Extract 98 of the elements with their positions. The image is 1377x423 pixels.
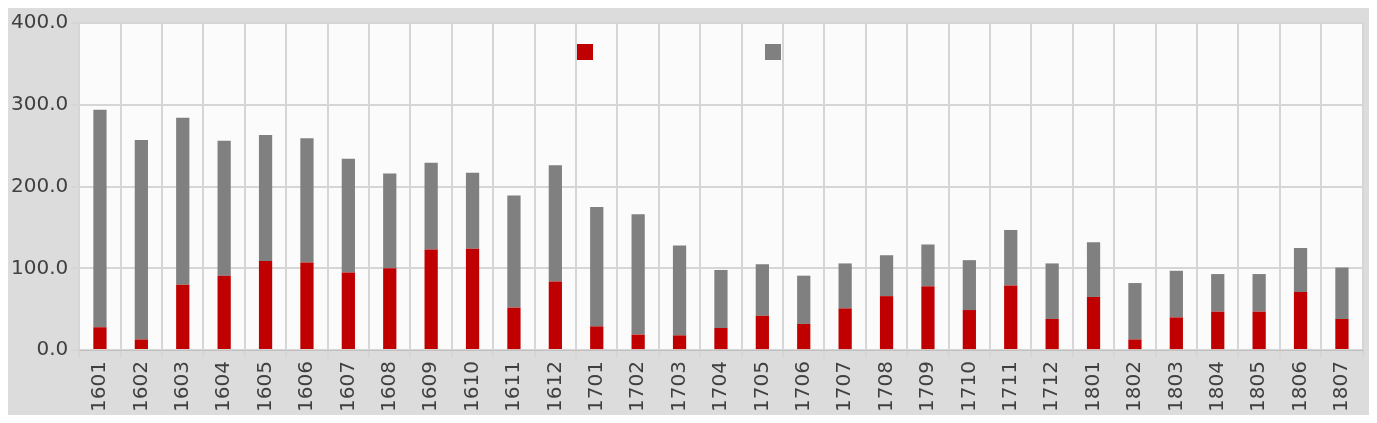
bar xyxy=(176,284,190,350)
bar xyxy=(134,339,148,350)
bar xyxy=(838,263,852,309)
bar xyxy=(217,140,231,276)
x-tick-label: 1609 xyxy=(417,361,442,413)
x-tick-label: 1608 xyxy=(375,361,400,413)
bar xyxy=(465,172,480,249)
bar xyxy=(631,334,645,350)
bar xyxy=(1128,339,1142,350)
x-tick-label: 1707 xyxy=(831,361,856,413)
x-tick-label: 1805 xyxy=(1245,361,1270,413)
bar xyxy=(921,286,935,350)
bar xyxy=(672,335,687,350)
bar xyxy=(1335,267,1349,320)
x-tick-label: 1807 xyxy=(1328,361,1353,413)
bar xyxy=(93,109,107,328)
x-tick-label: 1606 xyxy=(293,361,318,413)
x-tick-label: 1701 xyxy=(582,361,607,413)
bar xyxy=(424,249,438,350)
x-tick-label: 1704 xyxy=(707,361,732,413)
x-tick-label: 1708 xyxy=(872,361,897,413)
x-tick-label: 1703 xyxy=(665,361,690,413)
x-tick-label: 1803 xyxy=(1162,361,1187,413)
bar xyxy=(1045,319,1059,350)
bar xyxy=(341,158,355,273)
bar xyxy=(590,326,604,350)
y-tick-label: 200.0 xyxy=(10,172,69,197)
bar xyxy=(590,207,604,327)
bar xyxy=(1086,242,1101,297)
bar xyxy=(1293,247,1308,293)
x-tick-label: 1610 xyxy=(458,361,483,413)
bar xyxy=(300,138,314,263)
bar xyxy=(258,260,273,350)
bar xyxy=(341,272,355,350)
bar xyxy=(383,268,397,350)
bar xyxy=(631,214,645,335)
bar xyxy=(465,248,480,350)
bar xyxy=(714,269,728,329)
bar xyxy=(838,308,852,350)
x-tick-label: 1801 xyxy=(1079,361,1104,413)
bar xyxy=(1004,285,1018,350)
x-tick-label: 1706 xyxy=(789,361,814,413)
bar xyxy=(1252,311,1266,350)
bar xyxy=(755,315,769,350)
x-tick-label: 1804 xyxy=(1203,361,1228,413)
bar xyxy=(797,323,811,350)
bar xyxy=(1128,283,1142,340)
bar xyxy=(1252,274,1266,312)
bar xyxy=(176,117,190,285)
y-tick-label: 300.0 xyxy=(10,90,69,115)
y-tick-label: 400.0 xyxy=(10,9,69,34)
x-tick-label: 1601 xyxy=(86,361,111,413)
bar xyxy=(548,281,562,350)
bar xyxy=(300,262,314,350)
y-tick-label: 0.0 xyxy=(36,336,69,361)
bar xyxy=(507,307,521,350)
bar xyxy=(1211,311,1225,350)
x-tick-label: 1712 xyxy=(1038,361,1063,413)
x-tick-label: 1710 xyxy=(955,361,980,413)
bar xyxy=(1169,317,1183,350)
bar xyxy=(383,173,397,269)
x-tick-label: 1605 xyxy=(251,361,276,413)
bar xyxy=(1211,274,1225,312)
x-tick-label: 1709 xyxy=(914,361,939,413)
bar xyxy=(962,260,976,311)
x-tick-label: 1602 xyxy=(127,361,152,413)
x-tick-label: 1603 xyxy=(168,361,193,413)
bar xyxy=(217,275,231,350)
bar xyxy=(714,328,728,350)
x-tick-label: 1702 xyxy=(624,361,649,413)
bar xyxy=(1004,229,1018,286)
x-tick-label: 1612 xyxy=(541,361,566,413)
bar xyxy=(1045,263,1059,320)
x-tick-label: 1604 xyxy=(210,361,235,413)
x-tick-label: 1806 xyxy=(1286,361,1311,413)
bar xyxy=(1293,292,1308,350)
x-tick-label: 1711 xyxy=(996,361,1021,413)
bar xyxy=(134,139,148,340)
bar xyxy=(755,264,769,316)
x-tick-label: 1607 xyxy=(334,361,359,413)
x-tick-label: 1705 xyxy=(748,361,773,413)
bar xyxy=(921,244,935,287)
bar xyxy=(258,135,273,261)
bar xyxy=(507,195,521,308)
bar xyxy=(797,275,811,324)
bar xyxy=(548,165,562,282)
x-tick-label: 1802 xyxy=(1121,361,1146,413)
bar xyxy=(1335,319,1349,350)
bar xyxy=(424,162,438,250)
bar xyxy=(879,255,894,297)
x-tick-label: 1611 xyxy=(500,361,525,413)
bar xyxy=(879,296,894,350)
bar xyxy=(1086,296,1101,350)
bar xyxy=(1169,270,1183,318)
y-tick-label: 100.0 xyxy=(10,254,69,279)
bar xyxy=(962,310,976,350)
bar xyxy=(93,327,107,350)
bar xyxy=(672,245,687,336)
